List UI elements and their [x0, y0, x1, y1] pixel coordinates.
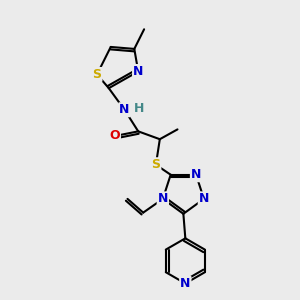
Text: N: N — [191, 168, 201, 181]
Text: N: N — [158, 192, 168, 206]
Text: O: O — [110, 129, 120, 142]
Text: N: N — [133, 65, 143, 78]
Text: H: H — [134, 102, 145, 115]
Text: N: N — [119, 103, 130, 116]
Text: S: S — [92, 68, 101, 81]
Text: S: S — [152, 158, 160, 171]
Text: N: N — [180, 277, 190, 290]
Text: N: N — [199, 192, 209, 206]
